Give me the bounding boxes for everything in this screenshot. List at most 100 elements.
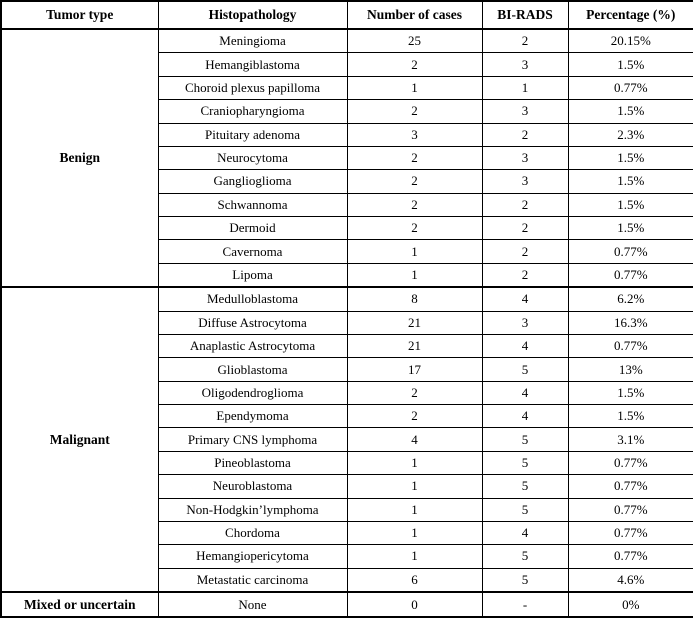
percentage-cell: 6.2% bbox=[567, 286, 693, 312]
bi-rads-cell: 3 bbox=[481, 52, 569, 77]
histopathology-cell: Ependymoma bbox=[157, 404, 348, 429]
cases-cell: 1 bbox=[346, 520, 483, 546]
percentage-cell: 2.3% bbox=[567, 122, 693, 147]
percentage-cell: 0.77% bbox=[567, 474, 693, 499]
histopathology-cell: Chordoma bbox=[157, 520, 348, 546]
histopathology-cell: Metastatic carcinoma bbox=[157, 567, 348, 593]
header-row: Tumor type Histopathology Number of cases B… bbox=[0, 0, 693, 30]
percentage-cell: 0.77% bbox=[567, 450, 693, 476]
table-row: Anaplastic Astrocytoma 21 4 0.77% bbox=[1, 334, 693, 359]
percentage-cell: 1.5% bbox=[567, 99, 693, 124]
table-row: Benign Meningioma 25 2 20.15% bbox=[0, 27, 693, 288]
bi-rads-cell: 2 bbox=[481, 28, 569, 54]
table-row: Pineoblastoma 1 5 0.77% bbox=[1, 450, 693, 476]
bi-rads-cell: 5 bbox=[481, 357, 569, 382]
bi-rads-cell: 4 bbox=[481, 334, 569, 359]
bi-rads-cell: 2 bbox=[481, 192, 569, 218]
cases-cell: 1 bbox=[346, 497, 483, 522]
column-header: Number of cases bbox=[346, 0, 483, 30]
table-row: Mixed or uncertain None 0-0% bbox=[0, 591, 693, 618]
histopathology-cell: Cavernoma bbox=[157, 239, 348, 264]
cases-cell: 1 bbox=[346, 75, 483, 101]
histopathology-cell: Medulloblastoma bbox=[157, 286, 348, 312]
table-row: Malignant Medulloblastoma 8 4 6.2% bbox=[0, 286, 693, 593]
table-row: Neurocytoma 2 3 1.5% bbox=[1, 145, 693, 171]
histopathology-cell: Pituitary adenoma bbox=[157, 122, 348, 147]
table-row: Hemangiblastoma 2 3 1.5% bbox=[1, 52, 693, 77]
histopathology-cell: Pineoblastoma bbox=[157, 450, 348, 476]
histopathology-cell: Anaplastic Astrocytoma bbox=[157, 334, 348, 359]
cases-cell: 1 bbox=[346, 239, 483, 264]
percentage-cell: 0.77% bbox=[567, 544, 693, 569]
cases-cell: 0 bbox=[346, 591, 483, 618]
column-header: BI-RADS bbox=[481, 0, 569, 30]
percentage-cell: 1.5% bbox=[567, 169, 693, 194]
cases-cell: 2 bbox=[346, 145, 483, 171]
bi-rads-cell: 5 bbox=[481, 474, 569, 499]
cases-cell: 2 bbox=[346, 169, 483, 194]
cases-cell: 2 bbox=[346, 215, 483, 241]
cases-cell: 1 bbox=[346, 450, 483, 476]
cases-cell: 1 bbox=[346, 544, 483, 569]
column-header: Tumor type bbox=[0, 0, 159, 30]
table-row: Cavernoma 1 2 0.77% bbox=[1, 239, 693, 264]
histopathology-cell: Neurocytoma bbox=[157, 145, 348, 171]
cases-cell: 2 bbox=[346, 404, 483, 429]
histopathology-cell: Hemangiopericytoma bbox=[157, 544, 348, 569]
histopathology-cell: Primary CNS lymphoma bbox=[157, 427, 348, 452]
histopathology-cell: Lipoma bbox=[157, 262, 348, 288]
cases-cell: 1 bbox=[346, 262, 483, 288]
cases-cell: 4 bbox=[346, 427, 483, 452]
percentage-cell: 1.5% bbox=[567, 192, 693, 218]
bi-rads-cell: 2 bbox=[481, 215, 569, 241]
histopathology-cell: Neuroblastoma bbox=[157, 474, 348, 499]
percentage-cell: 1.5% bbox=[567, 52, 693, 77]
percentage-cell: 16.3% bbox=[567, 310, 693, 336]
table-row: Oligodendroglioma 2 4 1.5% bbox=[1, 380, 693, 406]
percentage-cell: 0% bbox=[567, 591, 693, 618]
histopathology-cell: None bbox=[157, 591, 348, 618]
column-header: Percentage (%) bbox=[567, 0, 693, 30]
histopathology-cell: Choroid plexus papilloma bbox=[157, 75, 348, 101]
bi-rads-cell: 4 bbox=[481, 404, 569, 429]
percentage-cell: 0.77% bbox=[567, 75, 693, 101]
bi-rads-cell: 5 bbox=[481, 544, 569, 569]
histopathology-cell: Diffuse Astrocytoma bbox=[157, 310, 348, 336]
bi-rads-cell: 3 bbox=[481, 169, 569, 194]
tumor-type-cell: Malignant bbox=[0, 286, 159, 593]
percentage-cell: 1.5% bbox=[567, 380, 693, 406]
bi-rads-cell: 3 bbox=[481, 145, 569, 171]
tumor-type-cell: Benign bbox=[0, 27, 159, 288]
histopathology-cell: Non-Hodgkin’lymphoma bbox=[157, 497, 348, 522]
bi-rads-cell: 5 bbox=[481, 450, 569, 476]
percentage-cell: 0.77% bbox=[567, 262, 693, 288]
cases-cell: 17 bbox=[346, 357, 483, 382]
table-row: Neuroblastoma 1 5 0.77% bbox=[1, 474, 693, 499]
tumor-type-cell: Mixed or uncertain bbox=[0, 591, 159, 618]
bi-rads-cell: 2 bbox=[481, 239, 569, 264]
cases-cell: 3 bbox=[346, 122, 483, 147]
table-row: Craniopharyngioma 2 3 1.5% bbox=[1, 99, 693, 124]
percentage-cell: 1.5% bbox=[567, 404, 693, 429]
cases-cell: 1 bbox=[346, 474, 483, 499]
bi-rads-cell: 2 bbox=[481, 262, 569, 288]
bi-rads-cell: 4 bbox=[481, 286, 569, 312]
cases-cell: 8 bbox=[346, 286, 483, 312]
bi-rads-cell: 2 bbox=[481, 122, 569, 147]
bi-rads-cell: 5 bbox=[481, 567, 569, 593]
bi-rads-cell: 4 bbox=[481, 380, 569, 406]
percentage-cell: 13% bbox=[567, 357, 693, 382]
bi-rads-cell: 3 bbox=[481, 99, 569, 124]
cases-cell: 2 bbox=[346, 52, 483, 77]
percentage-cell: 4.6% bbox=[567, 567, 693, 593]
percentage-cell: 20.15% bbox=[567, 28, 693, 54]
bi-rads-cell: - bbox=[481, 591, 569, 618]
cases-cell: 21 bbox=[346, 310, 483, 336]
bi-rads-cell: 5 bbox=[481, 427, 569, 452]
cases-cell: 2 bbox=[346, 192, 483, 218]
cases-cell: 25 bbox=[346, 28, 483, 54]
cases-cell: 6 bbox=[346, 567, 483, 593]
percentage-cell: 1.5% bbox=[567, 145, 693, 171]
percentage-cell: 0.77% bbox=[567, 239, 693, 264]
